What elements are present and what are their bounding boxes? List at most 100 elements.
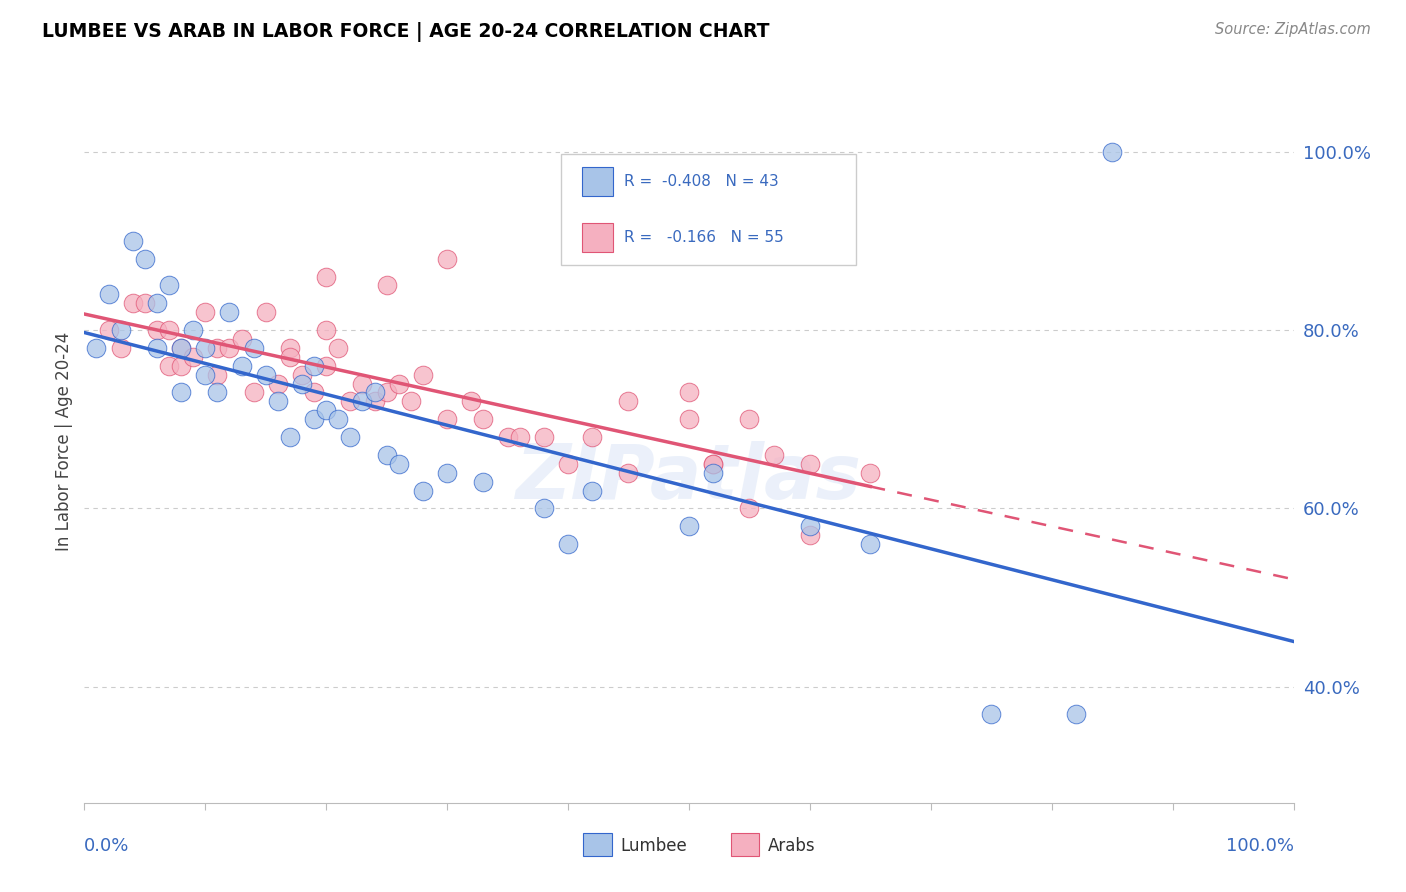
Point xyxy=(980,706,1002,721)
Point xyxy=(86,341,108,355)
Point xyxy=(207,341,229,355)
Point xyxy=(472,412,495,426)
Point xyxy=(557,457,579,471)
Point xyxy=(97,323,120,337)
Point xyxy=(859,537,882,551)
Text: 0.0%: 0.0% xyxy=(84,837,129,855)
Point xyxy=(617,394,640,409)
Point xyxy=(436,412,458,426)
Point xyxy=(121,296,143,310)
Point xyxy=(678,385,700,400)
Point xyxy=(352,376,374,391)
Point xyxy=(352,394,374,409)
Point xyxy=(581,430,603,444)
Point xyxy=(678,412,700,426)
Point xyxy=(291,368,314,382)
Point xyxy=(157,278,180,293)
Point xyxy=(496,430,519,444)
Point xyxy=(207,368,229,382)
Point xyxy=(291,376,314,391)
Point xyxy=(375,385,398,400)
Point xyxy=(134,252,156,266)
Point xyxy=(472,475,495,489)
Point xyxy=(399,394,422,409)
Point xyxy=(218,305,240,319)
Point xyxy=(412,368,434,382)
Point xyxy=(146,341,169,355)
Point xyxy=(181,323,204,337)
Point xyxy=(533,501,555,516)
Text: Arabs: Arabs xyxy=(768,837,815,855)
Point xyxy=(267,376,290,391)
Text: Source: ZipAtlas.com: Source: ZipAtlas.com xyxy=(1215,22,1371,37)
Point xyxy=(146,323,169,337)
Point xyxy=(738,501,761,516)
Point xyxy=(218,341,240,355)
Point xyxy=(170,359,193,373)
Point xyxy=(146,296,169,310)
Point xyxy=(375,448,398,462)
Text: 100.0%: 100.0% xyxy=(1226,837,1294,855)
Point xyxy=(157,359,180,373)
Text: LUMBEE VS ARAB IN LABOR FORCE | AGE 20-24 CORRELATION CHART: LUMBEE VS ARAB IN LABOR FORCE | AGE 20-2… xyxy=(42,22,769,42)
Point xyxy=(315,359,337,373)
Point xyxy=(170,385,193,400)
Point xyxy=(678,519,700,533)
Point xyxy=(170,341,193,355)
Point xyxy=(328,412,350,426)
Point xyxy=(799,528,821,542)
Point xyxy=(181,350,204,364)
Point xyxy=(278,341,301,355)
Point xyxy=(194,305,217,319)
Point xyxy=(278,350,301,364)
Point xyxy=(302,385,325,400)
Point xyxy=(859,466,882,480)
Y-axis label: In Labor Force | Age 20-24: In Labor Force | Age 20-24 xyxy=(55,332,73,551)
Point xyxy=(242,385,264,400)
Point xyxy=(170,341,193,355)
Point xyxy=(278,430,301,444)
Point xyxy=(207,385,229,400)
Point xyxy=(302,412,325,426)
Point xyxy=(799,519,821,533)
Point xyxy=(436,466,458,480)
Point xyxy=(254,305,277,319)
Point xyxy=(617,466,640,480)
Point xyxy=(738,412,761,426)
Point xyxy=(194,341,217,355)
Point xyxy=(557,537,579,551)
Text: R =  -0.408   N = 43: R = -0.408 N = 43 xyxy=(624,174,779,189)
Text: R =   -0.166   N = 55: R = -0.166 N = 55 xyxy=(624,230,785,245)
Text: ZIPatlas: ZIPatlas xyxy=(516,441,862,515)
Point xyxy=(533,430,555,444)
Point xyxy=(315,403,337,417)
Point xyxy=(157,323,180,337)
Point xyxy=(509,430,531,444)
Text: Lumbee: Lumbee xyxy=(620,837,686,855)
Point xyxy=(375,278,398,293)
Point xyxy=(702,457,724,471)
Point xyxy=(194,368,217,382)
Point xyxy=(121,234,143,248)
Point xyxy=(460,394,482,409)
Point xyxy=(302,359,325,373)
Point xyxy=(267,394,290,409)
Point xyxy=(231,359,253,373)
Point xyxy=(242,341,264,355)
Point xyxy=(231,332,253,346)
Point xyxy=(388,457,411,471)
Point xyxy=(315,269,337,284)
Point xyxy=(97,287,120,301)
Point xyxy=(412,483,434,498)
Point xyxy=(363,385,385,400)
Point xyxy=(328,341,350,355)
Point xyxy=(799,457,821,471)
Point xyxy=(581,483,603,498)
Point xyxy=(254,368,277,382)
Point xyxy=(436,252,458,266)
Point xyxy=(110,341,132,355)
Point xyxy=(363,394,385,409)
Point xyxy=(1101,145,1123,159)
Point xyxy=(339,394,361,409)
Point xyxy=(339,430,361,444)
